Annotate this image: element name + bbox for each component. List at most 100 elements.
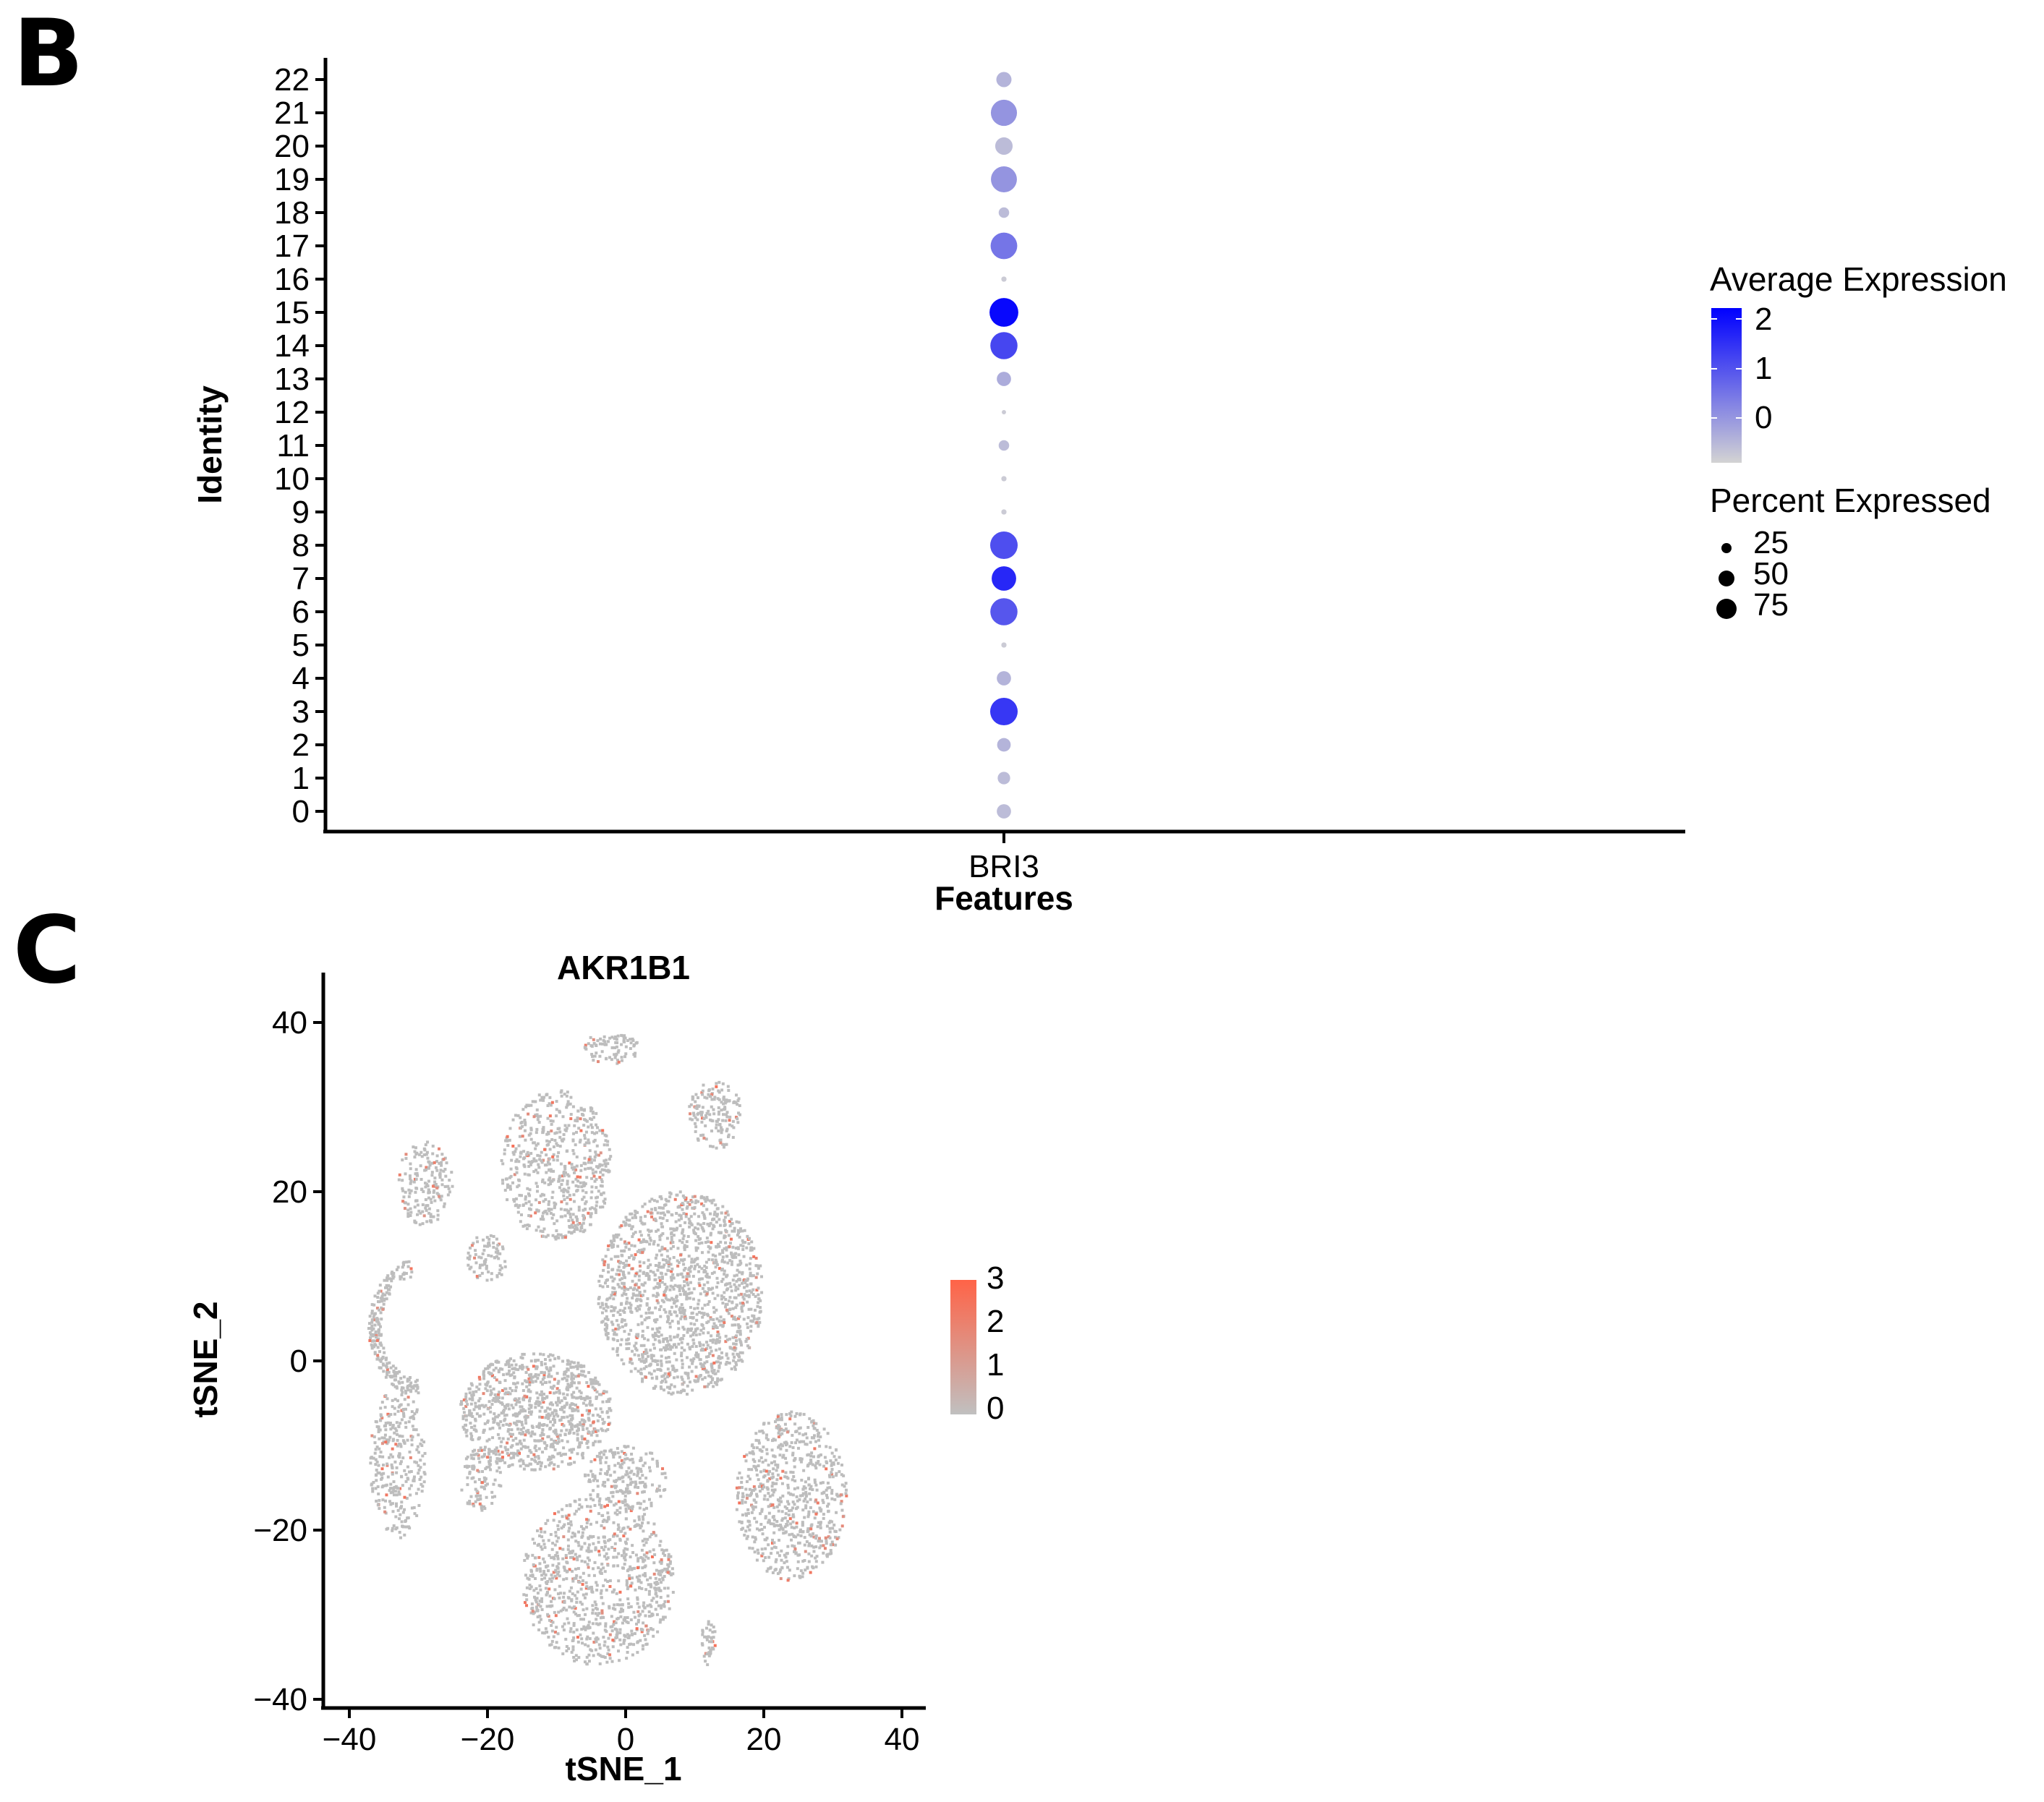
tsne-cell-point	[657, 1604, 660, 1607]
tsne-cell-point	[798, 1432, 801, 1435]
tsne-cell-point	[637, 1278, 641, 1282]
tsne-cell-point	[587, 1431, 591, 1435]
tsne-cell-point	[704, 1260, 708, 1264]
tsne-cell-point	[743, 1286, 746, 1289]
tsne-cell-point	[705, 1321, 709, 1325]
tsne-cell-point	[532, 1589, 536, 1592]
tsne-cell-point	[537, 1461, 541, 1464]
tsne-cell-point	[598, 1129, 602, 1132]
tsne-cell-point	[606, 1563, 610, 1567]
tsne-cell-point	[789, 1493, 793, 1496]
tsne-cell-point	[742, 1297, 746, 1301]
tsne-cell-point	[601, 1173, 605, 1177]
tsne-cell-point	[690, 1257, 694, 1261]
tsne-cell-point	[715, 1383, 719, 1386]
tsne-cell-point	[731, 1135, 735, 1139]
tsne-cell-point	[746, 1336, 750, 1340]
tsne-cell-point	[735, 1093, 738, 1097]
tsne-cell-point	[569, 1404, 572, 1407]
tsne-cell-point	[584, 1404, 588, 1407]
tsne-cell-point	[584, 1202, 587, 1205]
tsne-cell-point	[513, 1173, 516, 1177]
tsne-cell-point	[680, 1203, 684, 1207]
tsne-cell-point	[725, 1255, 728, 1258]
tsne-cell-point	[736, 1268, 739, 1272]
tsne-cell-point	[562, 1453, 566, 1456]
tsne-cell-point	[571, 1407, 575, 1411]
tsne-cell-point	[725, 1127, 729, 1131]
tsne-cell-point	[781, 1456, 785, 1459]
tsne-cell-point	[504, 1448, 508, 1452]
tsne-cell-point	[772, 1531, 776, 1534]
tsne-cell-point	[636, 1370, 640, 1373]
tsne-cell-point	[623, 1540, 627, 1544]
tsne-cell-point	[813, 1427, 817, 1430]
tsne-cell-point	[788, 1517, 792, 1521]
tsne-cell-point	[620, 1554, 623, 1558]
tsne-cell-point	[780, 1482, 784, 1485]
tsne-cell-point	[626, 1587, 629, 1591]
tsne-cell-point	[655, 1299, 659, 1302]
tsne-cell-point	[710, 1380, 713, 1384]
tsne-cell-point	[518, 1451, 521, 1455]
tsne-cell-point	[542, 1542, 546, 1546]
tsne-cell-point	[715, 1123, 718, 1127]
tsne-cell-point	[601, 1303, 605, 1307]
tsne-cell-point	[689, 1281, 692, 1284]
tsne-cell-point	[557, 1236, 561, 1239]
tsne-cell-point	[730, 1289, 733, 1293]
tsne-cell-point	[546, 1103, 550, 1107]
tsne-cell-point	[754, 1537, 757, 1541]
tsne-cell-point	[627, 1263, 631, 1267]
tsne-cell-point	[602, 1548, 605, 1552]
tsne-cell-point	[621, 1273, 625, 1276]
tsne-cell-point	[489, 1393, 493, 1396]
tsne-cell-point	[626, 1615, 629, 1619]
tsne-cell-point	[595, 1131, 599, 1135]
tsne-cell-point	[552, 1213, 555, 1216]
tsne-cell-point	[607, 1517, 610, 1521]
dot-identity-12	[1002, 410, 1006, 414]
tsne-cell-point	[751, 1443, 754, 1447]
tsne-cell-point	[658, 1544, 662, 1547]
tsne-cell-point	[494, 1366, 498, 1370]
tsne-cell-point	[717, 1129, 720, 1132]
tsne-cell-point	[676, 1321, 680, 1325]
tsne-cell-point	[692, 1357, 696, 1361]
tsne-cell-point	[739, 1292, 743, 1296]
tsne-cell-point	[809, 1524, 813, 1528]
tsne-cell-point	[604, 1329, 608, 1333]
tsne-cell-point	[532, 1468, 536, 1472]
tsne-cell-point	[573, 1381, 576, 1385]
y-tick-label: 0	[292, 794, 310, 829]
tsne-cell-point	[600, 1609, 604, 1613]
tsne-cell-point	[544, 1209, 548, 1213]
tsne-cell-point	[624, 1216, 628, 1219]
tsne-cell-point	[740, 1476, 744, 1479]
tsne-cell-point	[680, 1341, 684, 1344]
dot-identity-20	[995, 137, 1013, 155]
tsne-cell-point	[744, 1487, 748, 1491]
tsne-cell-point	[655, 1377, 659, 1380]
tsne-cell-point	[537, 1201, 541, 1205]
tsne-cell-point	[762, 1498, 766, 1501]
tsne-cell-point	[514, 1363, 518, 1367]
tsne-cell-point	[565, 1094, 569, 1098]
tsne-cell-point	[595, 1434, 599, 1438]
tsne-cell-point	[595, 1581, 598, 1584]
tsne-cell-point	[774, 1546, 778, 1550]
tsne-cell-point	[702, 1283, 706, 1286]
tsne-cell-point	[711, 1291, 715, 1295]
tsne-cell-point	[710, 1105, 713, 1109]
tsne-cell-point	[635, 1622, 639, 1626]
tsne-cell-point	[537, 1166, 541, 1169]
tsne-cell-point	[514, 1150, 517, 1153]
tsne-cell-point	[510, 1158, 514, 1162]
tsne-cell-point	[474, 1401, 477, 1405]
tsne-cell-point	[755, 1320, 759, 1324]
tsne-cell-point	[671, 1298, 675, 1302]
tsne-cell-point	[738, 1302, 742, 1305]
tsne-cell-point	[683, 1349, 686, 1352]
tsne-cell-point	[590, 1126, 594, 1130]
